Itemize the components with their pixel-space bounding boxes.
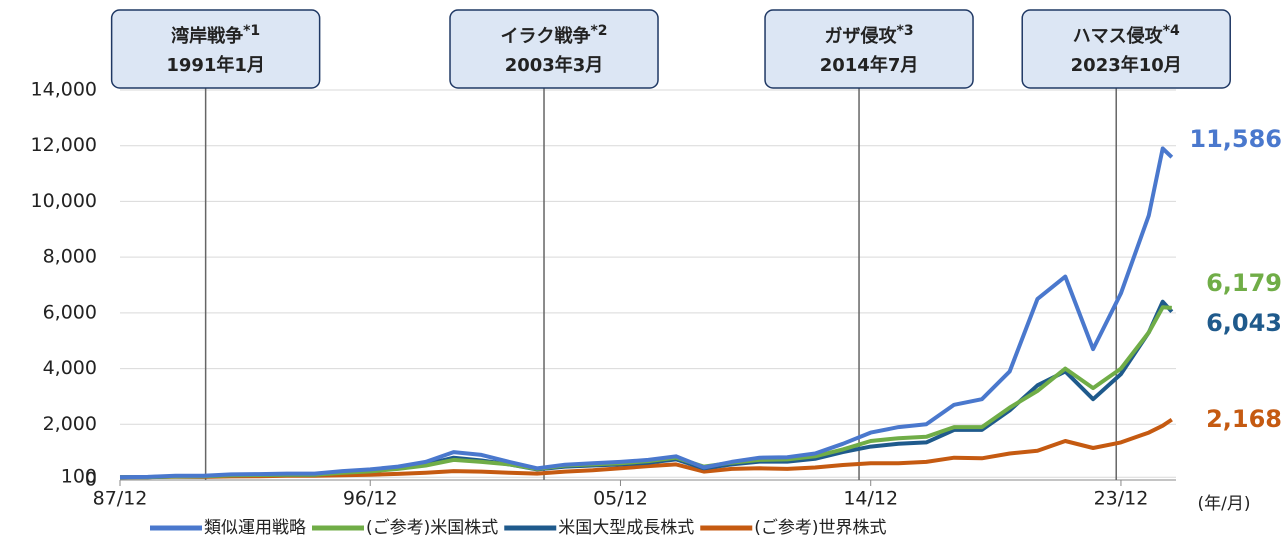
event-title: ガザ侵攻*3 — [825, 23, 914, 47]
y-tick-label: 14,000 — [31, 79, 97, 101]
y-tick-label: 100 — [61, 466, 97, 488]
y-tick-label: 2,000 — [43, 413, 97, 435]
event-date: 1991年1月 — [166, 54, 265, 76]
x-tick-label: 87/12 — [93, 488, 148, 510]
event-name: イラク戦争 — [500, 25, 590, 47]
end-label: 2,168 — [1206, 405, 1282, 433]
event-box — [764, 9, 974, 89]
event-title: ハマス侵攻*4 — [1073, 23, 1180, 47]
series-line — [119, 146, 1174, 480]
x-tick-label: 23/12 — [1094, 488, 1149, 510]
event-note: *1 — [243, 23, 260, 39]
x-tick-label: 14/12 — [843, 488, 898, 510]
end-label: 11,586 — [1189, 125, 1282, 153]
event-date: 2014年7月 — [820, 54, 919, 76]
series-line — [119, 417, 1173, 480]
event-date: 2023年10月 — [1071, 54, 1182, 76]
event-name: ハマス侵攻 — [1073, 25, 1164, 47]
x-axis-label: (年/月) — [1198, 494, 1251, 514]
event-box — [449, 9, 659, 89]
y-tick-label: 6,000 — [43, 301, 97, 323]
legend-label: (ご参考)米国株式 — [366, 518, 498, 538]
legend-label: (ご参考)世界株式 — [754, 518, 886, 538]
y-tick-label: 12,000 — [31, 134, 97, 156]
event-name: ガザ侵攻 — [825, 25, 898, 47]
event-date: 2003年3月 — [505, 54, 604, 76]
event-box — [110, 9, 321, 89]
x-tick-label: 05/12 — [593, 488, 648, 510]
series-line — [119, 299, 1174, 480]
end-label: 6,179 — [1206, 269, 1282, 297]
event-title: イラク戦争*2 — [500, 23, 607, 47]
event-title: 湾岸戦争*1 — [171, 23, 260, 47]
y-tick-label: 10,000 — [31, 190, 97, 212]
event-box — [1021, 9, 1231, 89]
x-tick-label: 96/12 — [343, 488, 398, 510]
event-name: 湾岸戦争 — [171, 25, 243, 47]
event-note: *2 — [590, 23, 607, 39]
y-tick-label: 0 — [85, 469, 97, 491]
legend-label: 米国大型成長株式 — [558, 518, 694, 538]
event-note: *3 — [897, 23, 914, 39]
y-tick-label: 8,000 — [43, 246, 97, 268]
end-label: 6,043 — [1206, 309, 1282, 337]
y-tick-label: 4,000 — [43, 357, 97, 379]
legend-label: 類似運用戦略 — [204, 518, 306, 538]
event-note: *4 — [1163, 23, 1180, 39]
